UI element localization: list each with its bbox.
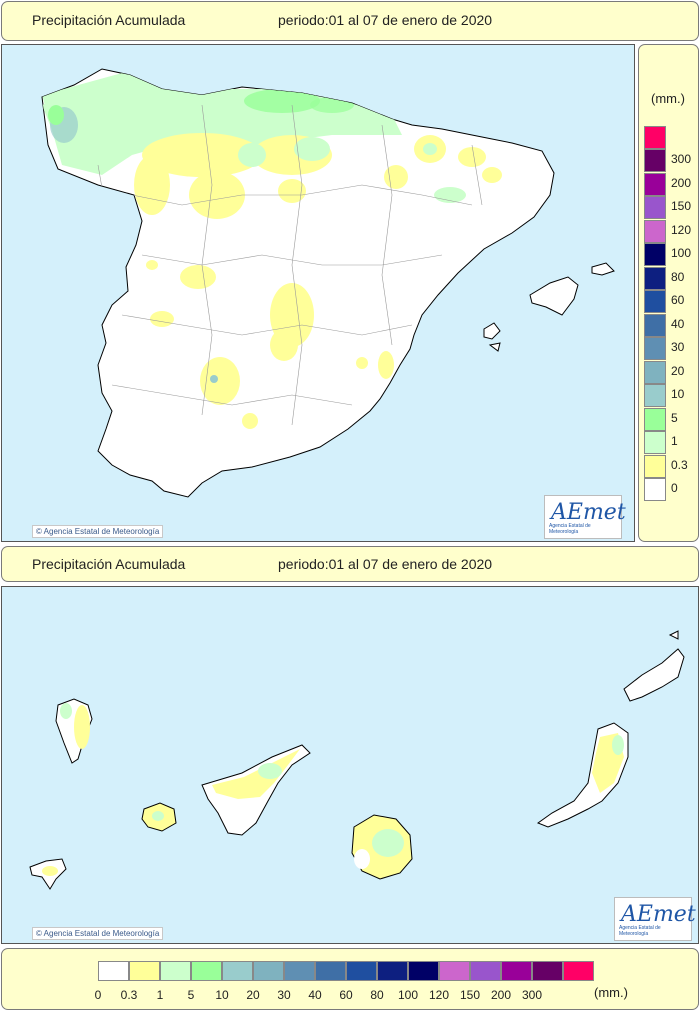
side-legend-swatch bbox=[644, 407, 666, 431]
top-aemet-logo: AEmet Agencia Estatal de Meteorología bbox=[544, 495, 626, 539]
bottom-legend-label: 40 bbox=[308, 988, 322, 1002]
side-legend-label: 40 bbox=[671, 316, 685, 331]
iberian-peninsula-land bbox=[41, 68, 555, 498]
bottom-logo-sub: Agencia Estatal de Meteorología bbox=[619, 925, 661, 937]
bottom-period: periodo:01 al 07 de enero de 2020 bbox=[278, 556, 493, 572]
bottom-aemet-logo: AEmet Agencia Estatal de Meteorología bbox=[614, 897, 696, 941]
side-legend-label: 30 bbox=[671, 340, 685, 354]
bottom-legend-label: 30 bbox=[277, 988, 291, 1002]
bottom-legend-label: 120 bbox=[428, 988, 450, 1002]
bottom-legend-label: 5 bbox=[187, 988, 195, 1002]
side-legend: (mm.) 0 0.3 1 5 10 20 30 40 60 80 100 120 150 200 300 bbox=[638, 44, 699, 542]
side-legend-swatch bbox=[644, 478, 666, 501]
side-legend-label: 300 bbox=[671, 152, 692, 166]
side-legend-label: 5 bbox=[671, 410, 678, 425]
province-borders bbox=[97, 104, 483, 426]
bottom-legend-label: 20 bbox=[246, 988, 260, 1002]
side-legend-label: 0 bbox=[671, 481, 678, 495]
top-logo-text: AEmet bbox=[551, 500, 626, 525]
bottom-legend-label: 100 bbox=[397, 988, 419, 1002]
bottom-legend: 0 0.3 1 5 10 20 30 40 60 80 100 120 150 200 300 (mm.) bbox=[1, 948, 699, 1010]
side-legend-swatch bbox=[644, 290, 666, 313]
bottom-legend-label: 0 bbox=[94, 988, 102, 1002]
top-copyright: © Agencia Estatal de Meteorología bbox=[32, 525, 164, 538]
bottom-title-banner: Precipitación Acumulada periodo:01 al 07… bbox=[1, 546, 699, 582]
bottom-legend-swatch bbox=[284, 961, 315, 981]
lanzarote-island bbox=[623, 648, 685, 702]
top-logo-sub: Agencia Estatal de Meteorología bbox=[549, 523, 591, 535]
side-legend-swatch bbox=[644, 431, 666, 454]
side-legend-swatch bbox=[644, 313, 666, 337]
side-legend-swatch bbox=[644, 454, 666, 478]
canary-map-svg bbox=[29, 630, 685, 890]
precipitation-areas bbox=[42, 73, 502, 429]
side-legend-label: 120 bbox=[671, 222, 692, 237]
peninsula-map: © Agencia Estatal de Meteorología AEmet … bbox=[1, 44, 635, 542]
bottom-logo-text: AEmet bbox=[621, 902, 696, 927]
bottom-legend-unit: (mm.) bbox=[594, 985, 628, 1000]
bottom-legend-swatch bbox=[377, 961, 408, 981]
bottom-legend-swatch bbox=[191, 961, 222, 981]
side-legend-label: 80 bbox=[671, 269, 685, 284]
top-title-banner: Precipitación Acumulada periodo:01 al 07… bbox=[1, 1, 699, 41]
bottom-legend-swatch bbox=[222, 961, 253, 981]
bottom-title: Precipitación Acumulada bbox=[32, 556, 186, 572]
side-legend-swatch bbox=[644, 266, 666, 290]
side-legend-unit: (mm.) bbox=[651, 91, 685, 106]
bottom-legend-label: 0.3 bbox=[120, 988, 138, 1002]
mallorca-island bbox=[529, 276, 579, 316]
la-graciosa-island bbox=[668, 630, 679, 640]
bottom-legend-swatch bbox=[439, 961, 470, 981]
bottom-legend-label: 60 bbox=[339, 988, 353, 1002]
bottom-legend-swatch bbox=[315, 961, 346, 981]
side-legend-swatch bbox=[644, 219, 666, 243]
side-legend-swatch bbox=[644, 149, 666, 172]
side-legend-label: 10 bbox=[671, 387, 685, 401]
side-legend-label: 200 bbox=[671, 175, 692, 190]
bottom-legend-swatch bbox=[253, 961, 284, 981]
bottom-legend-label: 300 bbox=[521, 988, 543, 1002]
side-legend-label: 100 bbox=[671, 246, 692, 260]
ibiza-island bbox=[483, 322, 501, 340]
side-legend-swatch bbox=[644, 172, 666, 196]
bottom-legend-swatch bbox=[532, 961, 563, 981]
side-legend-label: 1 bbox=[671, 434, 678, 448]
bottom-legend-swatch bbox=[563, 961, 594, 981]
side-legend-swatch bbox=[644, 196, 666, 219]
bottom-legend-swatch bbox=[346, 961, 377, 981]
bottom-legend-label: 200 bbox=[490, 988, 512, 1002]
bottom-legend-swatch bbox=[129, 961, 160, 981]
bottom-copyright: © Agencia Estatal de Meteorología bbox=[32, 927, 164, 940]
bottom-legend-label: 150 bbox=[459, 988, 481, 1002]
side-legend-swatch bbox=[644, 337, 666, 360]
canary-map: © Agencia Estatal de Meteorología AEmet … bbox=[1, 586, 699, 944]
top-period: periodo:01 al 07 de enero de 2020 bbox=[278, 12, 493, 28]
bottom-legend-swatch bbox=[470, 961, 501, 981]
side-legend-swatch bbox=[644, 243, 666, 266]
side-legend-swatch bbox=[644, 384, 666, 407]
side-legend-label: 60 bbox=[671, 293, 685, 307]
side-legend-swatch bbox=[644, 360, 666, 384]
bottom-legend-label: 1 bbox=[156, 988, 164, 1002]
formentera-island bbox=[488, 342, 501, 352]
peninsula-map-svg bbox=[41, 68, 615, 498]
top-title: Precipitación Acumulada bbox=[32, 12, 186, 28]
bottom-legend-label: 80 bbox=[370, 988, 384, 1002]
side-legend-label: 150 bbox=[671, 199, 692, 213]
bottom-legend-swatch bbox=[160, 961, 191, 981]
bottom-legend-swatch bbox=[408, 961, 439, 981]
side-legend-swatch bbox=[644, 125, 666, 149]
bottom-legend-swatch bbox=[501, 961, 532, 981]
side-legend-label: 20 bbox=[671, 363, 685, 378]
bottom-legend-swatch bbox=[98, 961, 129, 981]
bottom-legend-label: 10 bbox=[215, 988, 229, 1002]
side-legend-label: 0.3 bbox=[671, 457, 688, 472]
menorca-island bbox=[591, 262, 615, 276]
